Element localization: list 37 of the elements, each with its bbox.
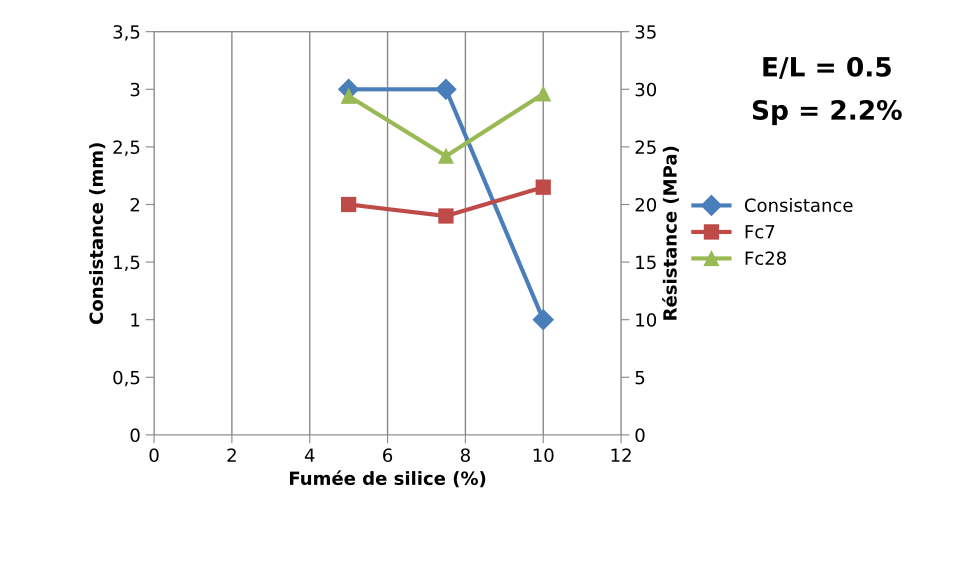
point [536, 180, 551, 195]
y-axis-title: Consistance (mm) [89, 143, 106, 324]
y2-axis-title: Résistance (MPa) [662, 146, 679, 320]
y-tick-label: 2,5 [113, 140, 140, 156]
text: E/L = 0.5 [763, 56, 891, 79]
y2-tick-label: 35 [636, 25, 656, 39]
text: Sp = 2.2% [752, 100, 902, 126]
legend-label: Consistance [744, 198, 853, 212]
x-tick-label: 12 [612, 448, 631, 462]
legend-label: Fc7 [746, 225, 774, 239]
x-tick-label: 0 [149, 448, 159, 462]
y2-tick-label: 20 [636, 198, 656, 212]
x-tick-label: 8 [460, 448, 470, 462]
x-tick-label: 4 [304, 448, 314, 462]
x-axis-title: Fumée de silice (%) [290, 470, 486, 488]
y2-tick-label: 10 [636, 313, 656, 327]
y2-tick-label: 30 [636, 82, 656, 96]
y2-tick-label: 25 [636, 140, 656, 154]
y-tick-label: 3,5 [114, 25, 140, 41]
point [438, 208, 454, 224]
point [341, 88, 356, 104]
y2-tick-label: 5 [636, 370, 644, 384]
y-tick-label: 1 [131, 313, 140, 327]
y2-tick-label: 15 [636, 256, 656, 270]
y-tick-label: 1,5 [114, 256, 140, 272]
y-tick-label: 3 [130, 82, 140, 96]
point [536, 86, 551, 102]
legend-label: Fc28 [746, 251, 786, 266]
y2-tick-label: 0 [635, 428, 645, 442]
point [438, 148, 454, 164]
x-tick-label: 2 [227, 448, 236, 462]
x-tick-label: 6 [383, 448, 392, 462]
y-tick-label: 0,5 [113, 370, 140, 386]
point [341, 196, 356, 212]
y-tick-label: 2 [130, 198, 140, 212]
y-tick-label: 0 [130, 428, 140, 442]
x-tick-label: 10 [534, 448, 554, 462]
